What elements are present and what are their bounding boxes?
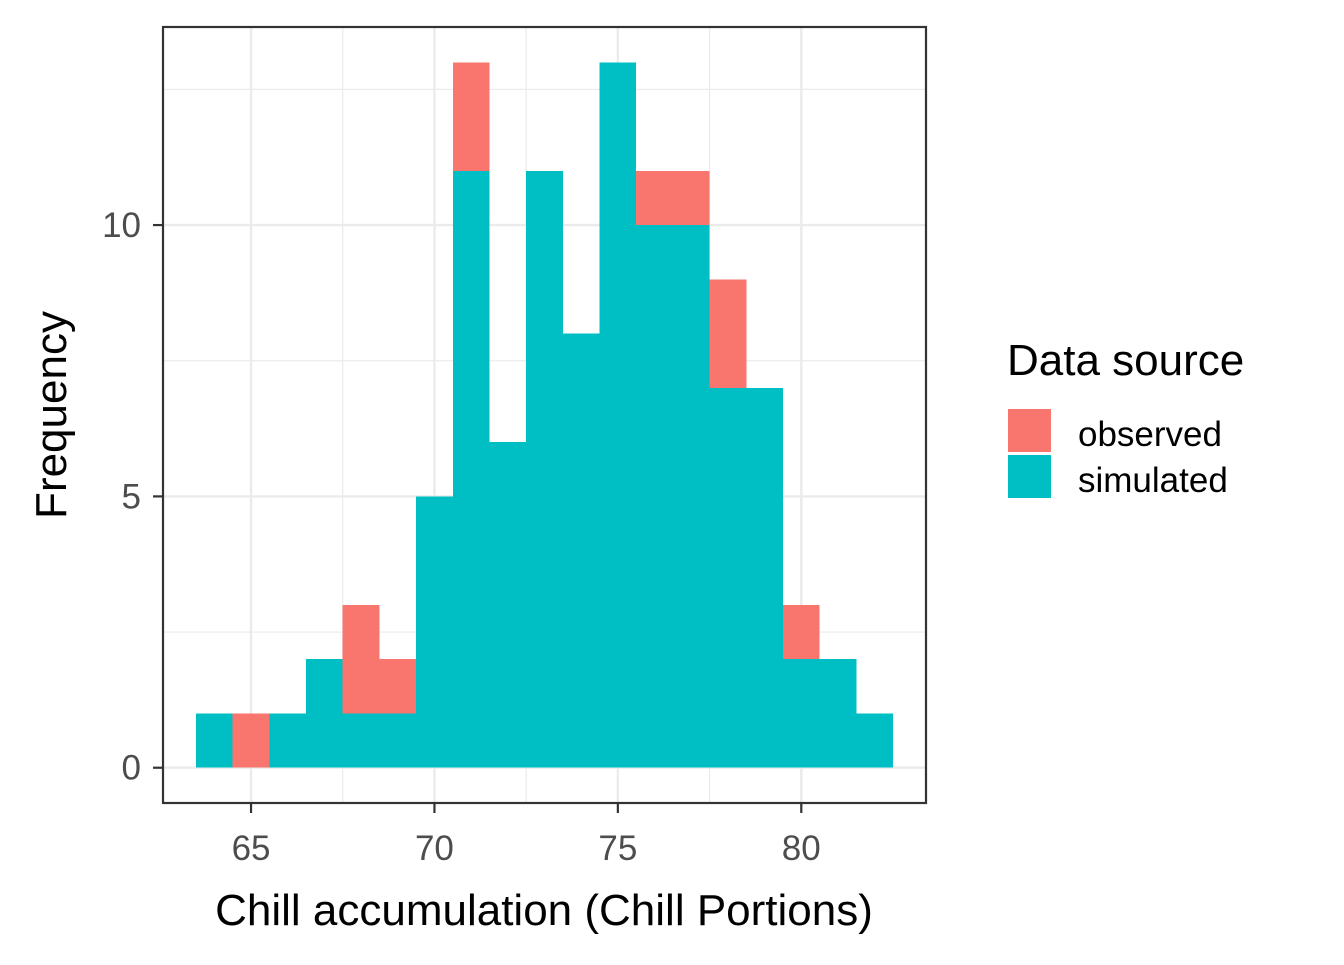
bar-simulated: [489, 442, 527, 768]
bar-observed: [232, 713, 270, 768]
bar-simulated: [379, 713, 417, 768]
bar-simulated: [856, 713, 893, 768]
legend-label-observed: observed: [1078, 415, 1222, 454]
bar-simulated: [709, 387, 747, 768]
bar-observed: [379, 659, 417, 714]
panel-border: [161, 25, 928, 805]
bar-observed: [782, 604, 820, 660]
legend-label-simulated: simulated: [1078, 461, 1228, 500]
legend-title: Data source: [1007, 336, 1244, 385]
legend-key-simulated: [1008, 455, 1051, 498]
bar-simulated: [819, 659, 857, 768]
x-tick-label: 65: [232, 829, 271, 868]
bar-observed: [342, 604, 380, 714]
bar-simulated: [269, 713, 307, 768]
y-tick-label: 0: [122, 749, 141, 788]
bar-simulated: [562, 333, 600, 768]
bar-simulated: [196, 713, 233, 768]
legend: Data source observed simulated: [1007, 336, 1244, 500]
bar-simulated: [452, 170, 490, 768]
y-axis-ticks: 0 5 10: [102, 206, 163, 788]
x-tick-label: 80: [782, 829, 821, 868]
bar-simulated: [636, 225, 673, 768]
bar-simulated: [746, 387, 783, 768]
x-tick-label: 75: [598, 829, 637, 868]
bar-simulated: [416, 496, 453, 768]
bar-observed: [452, 62, 490, 171]
bar-observed: [636, 170, 673, 226]
bar-observed: [709, 279, 747, 388]
legend-key-observed: [1008, 409, 1051, 452]
bar-simulated: [306, 659, 343, 768]
bar-simulated: [782, 659, 820, 768]
x-axis-title: Chill accumulation (Chill Portions): [215, 886, 873, 935]
bar-simulated: [526, 170, 563, 768]
histogram-bars: [196, 62, 893, 768]
y-axis-title: Frequency: [27, 311, 76, 519]
bar-simulated: [599, 62, 637, 768]
x-tick-label: 70: [415, 829, 454, 868]
y-tick-label: 10: [102, 206, 141, 245]
bar-observed: [672, 170, 710, 226]
bar-simulated: [342, 713, 380, 768]
bar-simulated: [672, 225, 710, 768]
x-axis-ticks: 65 70 75 80: [232, 803, 821, 868]
y-tick-label: 5: [122, 477, 141, 516]
